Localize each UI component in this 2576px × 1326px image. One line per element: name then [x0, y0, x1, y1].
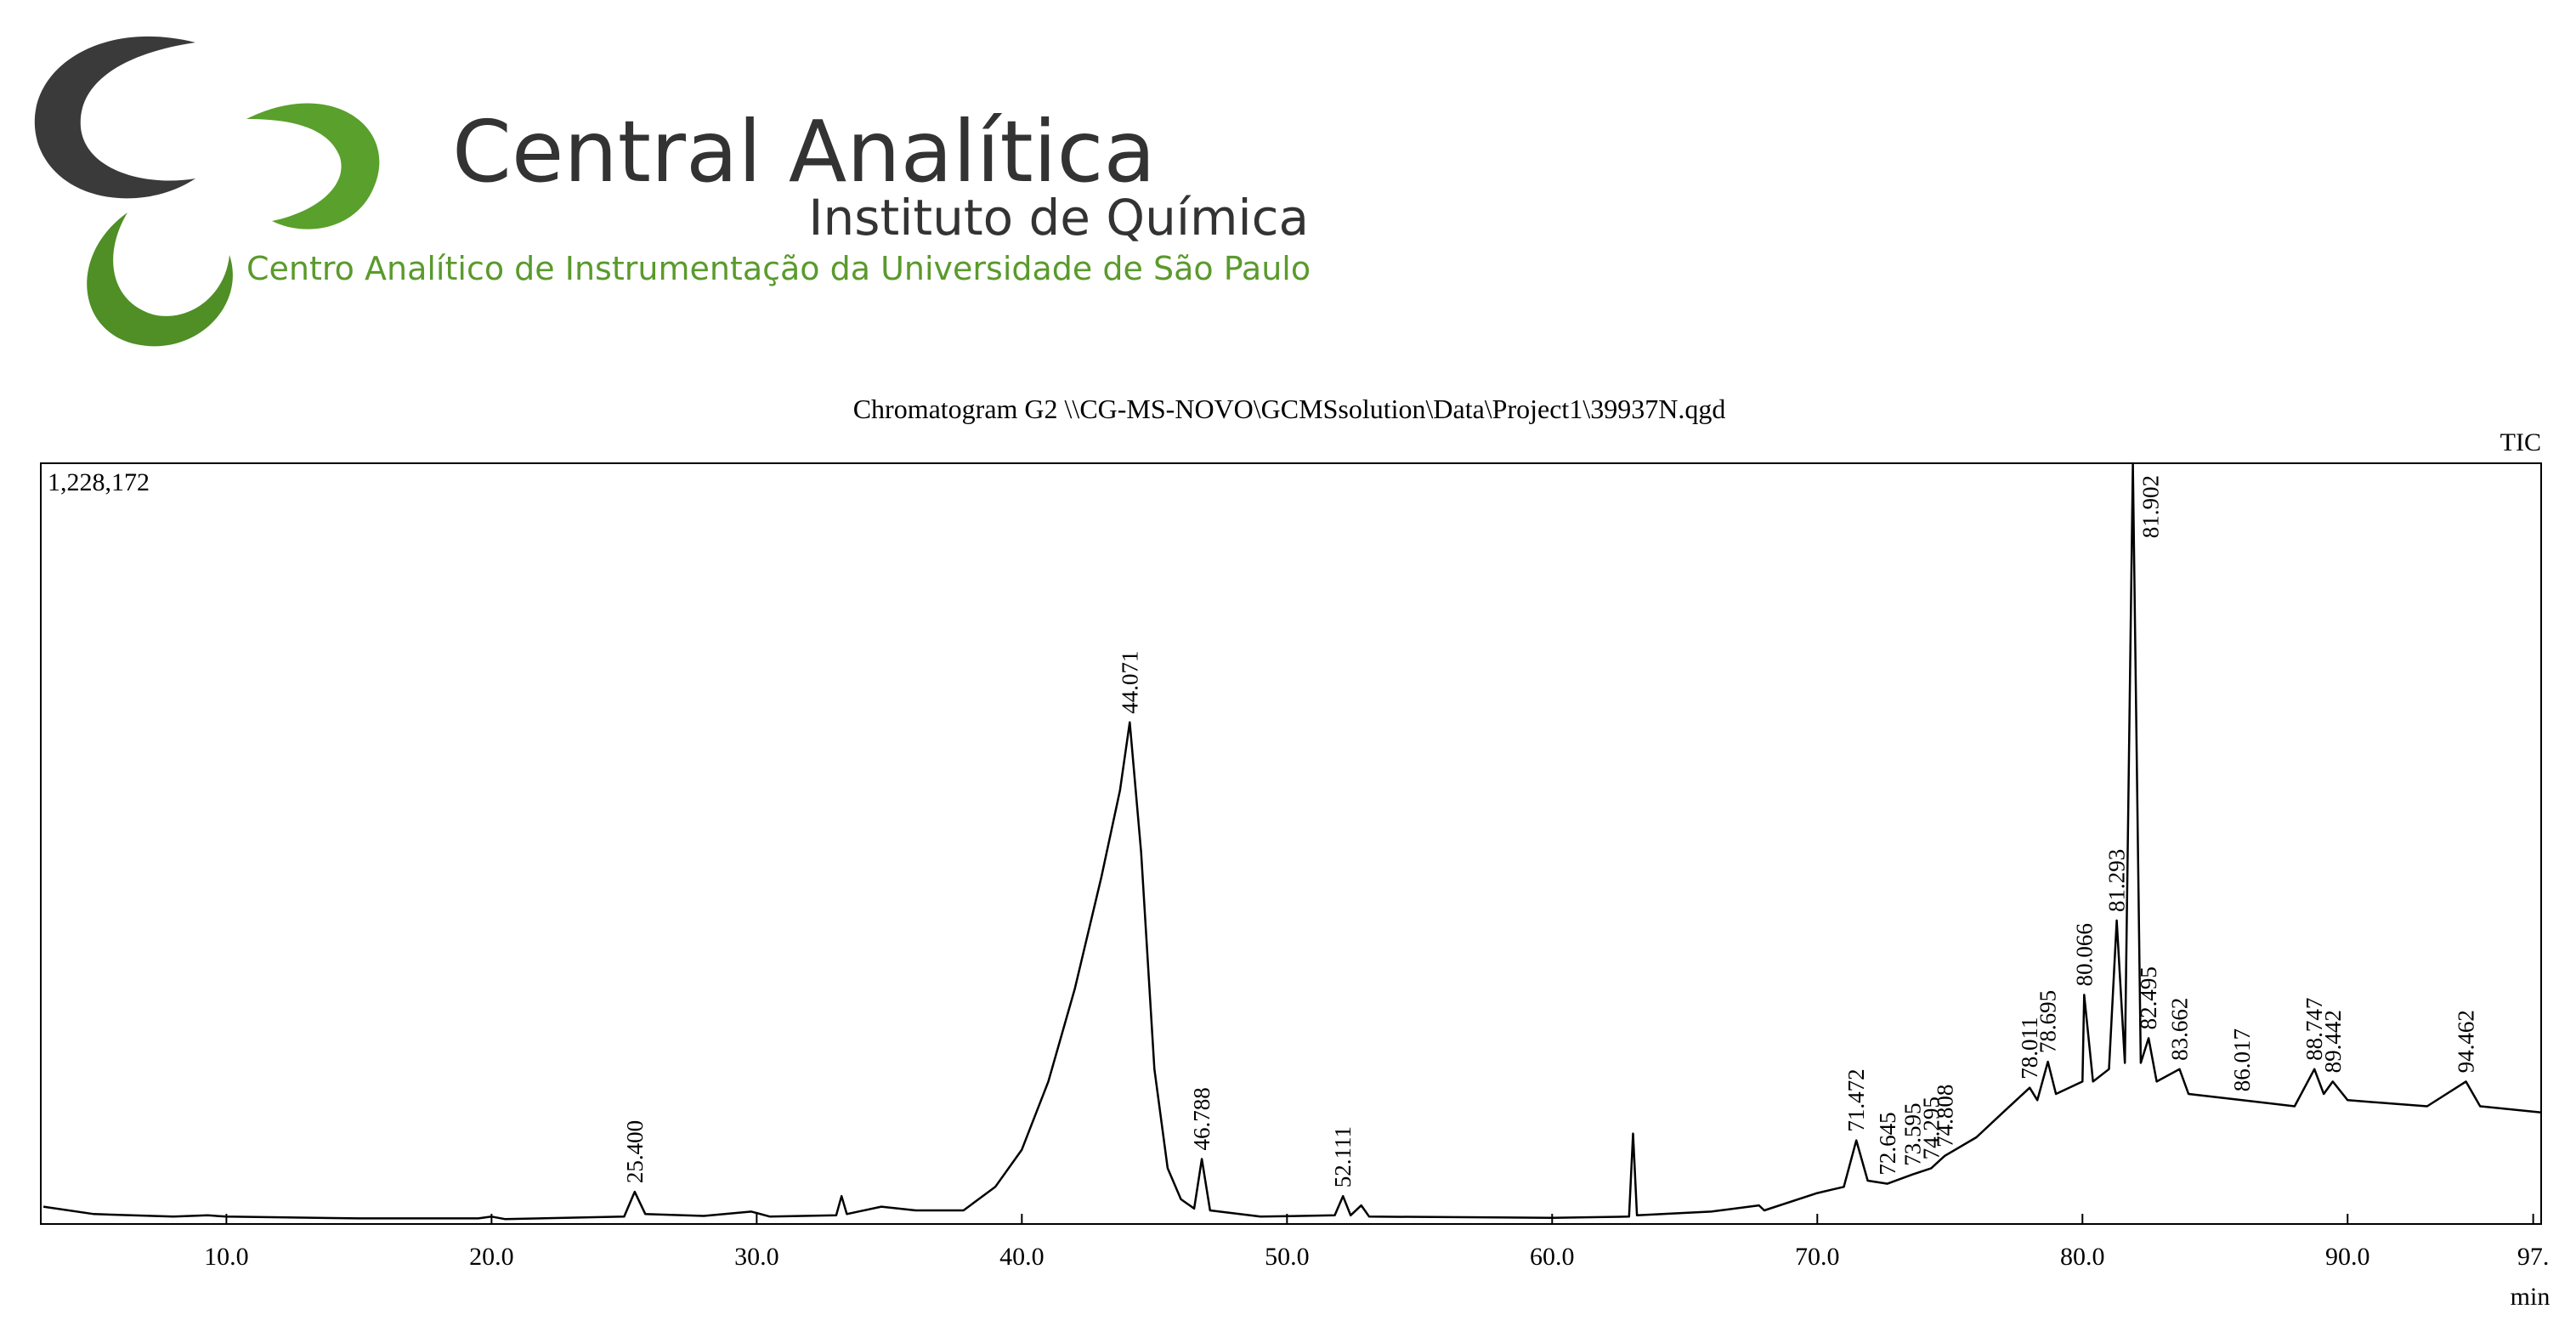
peak-label: 89.442 — [2320, 1010, 2346, 1073]
peak-label: 52.111 — [1330, 1126, 1356, 1187]
y-tick-label: 1,228,172 — [48, 468, 150, 496]
logo-mark — [34, 36, 380, 347]
peak-label: 25.400 — [622, 1120, 648, 1183]
peak-label: 74.808 — [1932, 1085, 1957, 1148]
logo-swirl — [87, 212, 233, 347]
x-tick-label: 50.0 — [1265, 1243, 1310, 1271]
x-tick-label: 60.0 — [1530, 1243, 1575, 1271]
peak-label: 46.788 — [1189, 1087, 1214, 1150]
plot-frame — [40, 462, 2542, 1225]
peak-label: 78.011 — [2017, 1017, 2042, 1079]
logo-swirl — [246, 103, 380, 230]
peak-label: 73.595 — [1899, 1102, 1925, 1165]
x-axis-label: min — [2511, 1283, 2551, 1311]
peak-label: 74.295 — [1918, 1096, 1944, 1159]
chart-title: Chromatogram G2 \\CG-MS-NOVO\GCMSsolutio… — [853, 394, 1726, 424]
x-tick-label: 97. — [2517, 1243, 2550, 1271]
logo-title: Central Analítica — [452, 102, 1156, 201]
x-tick-label: 70.0 — [1795, 1243, 1840, 1271]
x-tick-label: 90.0 — [2325, 1243, 2370, 1271]
peak-label: 81.902 — [2138, 475, 2164, 538]
series-name: TIC — [2500, 428, 2541, 456]
logo-subtitle: Instituto de Química — [808, 189, 1309, 246]
trace — [42, 462, 2542, 1221]
peak-label: 71.472 — [1843, 1068, 1869, 1131]
peak-label: 80.066 — [2071, 923, 2097, 986]
peak-label: 86.017 — [2229, 1028, 2255, 1091]
logo-swirl — [34, 36, 195, 199]
logo-tagline: Centro Analítico de Instrumentação da Un… — [246, 250, 1311, 287]
x-tick-label: 40.0 — [999, 1243, 1045, 1271]
x-tick-label: 10.0 — [204, 1243, 249, 1271]
peak-label: 44.071 — [1117, 650, 1142, 713]
peak-label: 72.645 — [1875, 1112, 1900, 1175]
peak-label: 83.662 — [2167, 998, 2193, 1061]
x-tick-label: 20.0 — [469, 1243, 514, 1271]
x-tick-label: 80.0 — [2060, 1243, 2105, 1271]
peak-label: 88.747 — [2301, 998, 2327, 1061]
peak-label: 81.293 — [2104, 849, 2130, 912]
x-tick-label: 30.0 — [734, 1243, 779, 1271]
peak-label: 94.462 — [2453, 1010, 2478, 1073]
peak-label: 78.695 — [2035, 990, 2061, 1053]
peak-label: 82.495 — [2136, 966, 2161, 1029]
